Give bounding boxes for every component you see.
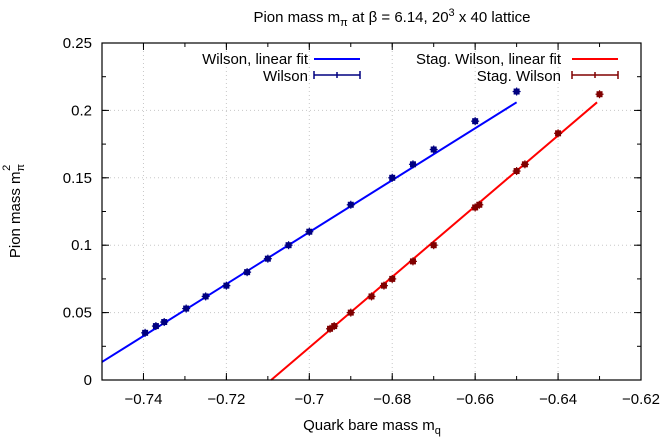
x-tick-label: −0.7 [294,391,324,408]
legend: Wilson, linear fit Wilson Stag. Wilson, … [202,51,619,85]
y-axis-label: Pion mass mπ2 [1,163,27,258]
y-tick-label: 0.05 [63,305,92,322]
x-tick-labels: −0.74 −0.72 −0.7 −0.68 −0.66 −0.64 −0.62 [124,391,660,408]
grid-lines [102,43,641,380]
chart-title: Pion mass mπ at β = 6.14, 203 x 40 latti… [253,7,530,29]
x-tick-label: −0.66 [456,391,494,408]
legend-label-stag-wilson: Stag. Wilson [477,68,561,85]
y-tick-label: 0 [84,372,92,389]
x-tick-label: −0.62 [622,391,660,408]
plot-frame [101,42,642,381]
x-tick-label: −0.72 [207,391,245,408]
y-tick-label: 0.25 [63,35,92,52]
series-stag-wilson-linear-fit [270,101,598,381]
series-stag-wilson [326,90,604,333]
series-wilson [141,87,521,337]
axis-ticks [101,42,642,381]
y-tick-label: 0.1 [71,237,92,254]
x-tick-label: −0.68 [373,391,411,408]
legend-label-wilson-fit: Wilson, linear fit [202,51,309,68]
y-tick-label: 0.2 [71,102,92,119]
y-tick-label: 0.15 [63,170,92,187]
legend-swatch-stag-wilson [571,71,619,79]
plot-series [101,87,604,381]
y-tick-labels: 0 0.05 0.1 0.15 0.2 0.25 [63,35,92,389]
x-axis-label: Quark bare mass mq [303,417,441,437]
legend-label-wilson: Wilson [263,68,308,85]
x-tick-label: −0.74 [124,391,162,408]
legend-swatch-wilson [313,71,361,79]
x-tick-label: −0.64 [539,391,577,408]
legend-label-stag-wilson-fit: Stag. Wilson, linear fit [416,51,562,68]
